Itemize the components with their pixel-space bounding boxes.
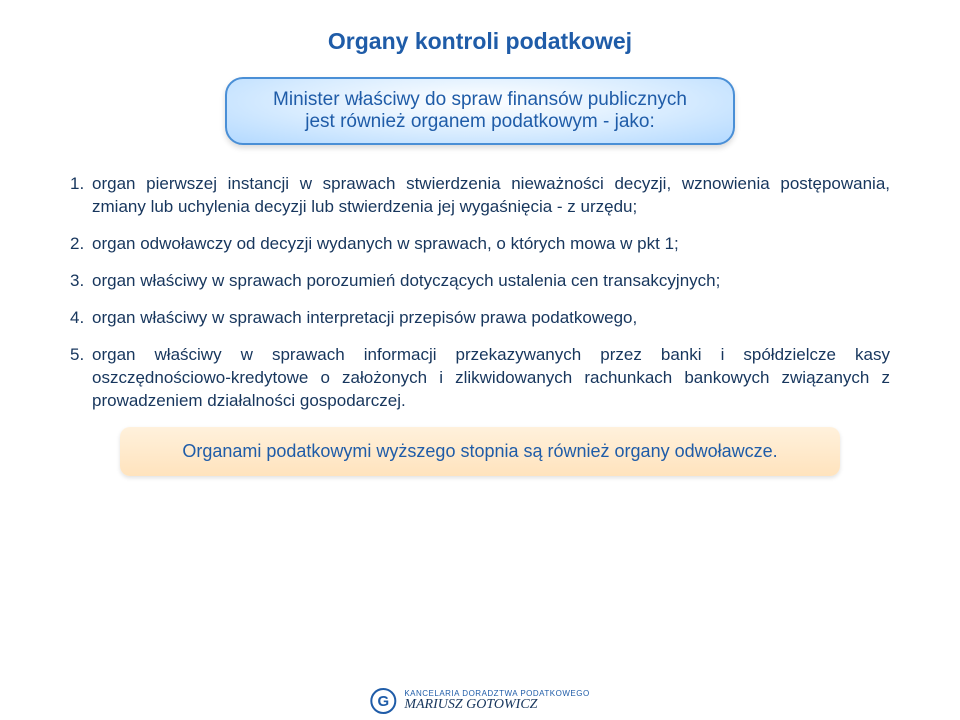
list-item: 2. organ odwoławczy od decyzji wydanych … xyxy=(70,233,890,256)
logo: G KANCELARIA DORADZTWA PODATKOWEGO MARIU… xyxy=(370,688,589,714)
logo-text: KANCELARIA DORADZTWA PODATKOWEGO MARIUSZ… xyxy=(404,690,589,712)
list-number: 5. xyxy=(70,344,92,413)
callout-line-2: jest również organem podatkowym - jako: xyxy=(247,111,713,133)
logo-line-2: MARIUSZ GOTOWICZ xyxy=(404,698,589,712)
list-text: organ właściwy w sprawach informacji prz… xyxy=(92,344,890,413)
list-item: 3. organ właściwy w sprawach porozumień … xyxy=(70,270,890,293)
logo-letter: G xyxy=(377,693,389,710)
list-number: 1. xyxy=(70,173,92,219)
list-item: 4. organ właściwy w sprawach interpretac… xyxy=(70,307,890,330)
list-number: 2. xyxy=(70,233,92,256)
list-text: organ właściwy w sprawach interpretacji … xyxy=(92,307,890,330)
list-text: organ właściwy w sprawach porozumień dot… xyxy=(92,270,890,293)
list-item: 1. organ pierwszej instancji w sprawach … xyxy=(70,173,890,219)
logo-icon: G xyxy=(370,688,396,714)
numbered-list: 1. organ pierwszej instancji w sprawach … xyxy=(70,173,890,413)
page-title: Organy kontroli podatkowej xyxy=(0,0,960,55)
footer-box: Organami podatkowymi wyższego stopnia są… xyxy=(120,427,840,476)
callout-line-1: Minister właściwy do spraw finansów publ… xyxy=(247,89,713,111)
list-number: 4. xyxy=(70,307,92,330)
list-text: organ odwoławczy od decyzji wydanych w s… xyxy=(92,233,890,256)
list-text: organ pierwszej instancji w sprawach stw… xyxy=(92,173,890,219)
callout-box: Minister właściwy do spraw finansów publ… xyxy=(225,77,735,145)
list-item: 5. organ właściwy w sprawach informacji … xyxy=(70,344,890,413)
list-number: 3. xyxy=(70,270,92,293)
